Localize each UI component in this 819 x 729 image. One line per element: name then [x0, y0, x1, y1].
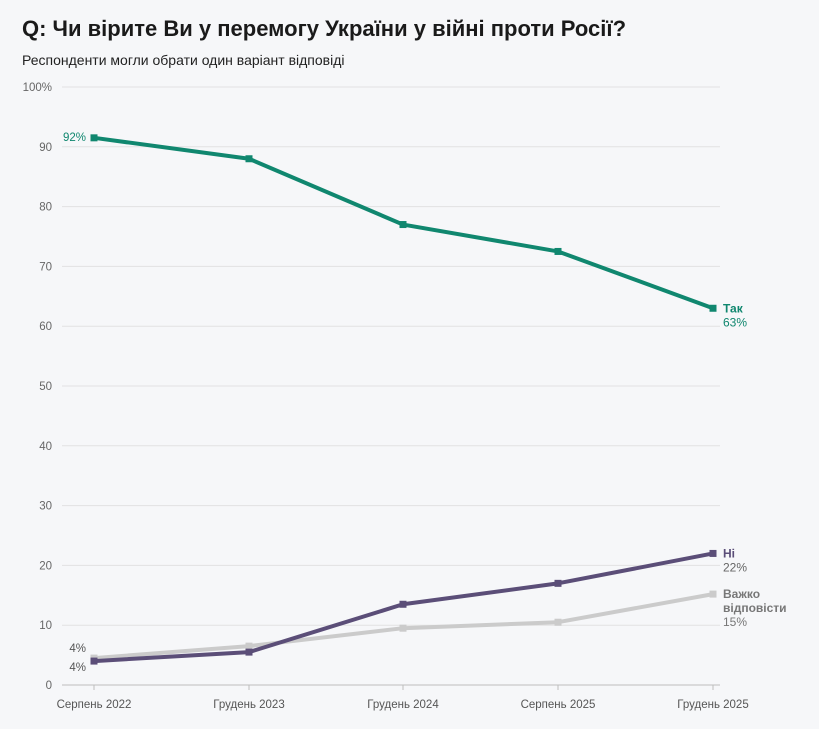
chart-subtitle: Респонденти могли обрати один варіант ві… — [22, 52, 345, 68]
data-point — [90, 134, 98, 142]
y-tick-label: 40 — [39, 441, 52, 453]
data-point — [399, 624, 407, 632]
data-point — [709, 590, 717, 598]
x-tick-label: Серпень 2022 — [57, 699, 132, 711]
start-label-ni: 4% — [69, 662, 86, 674]
x-tick-label: Грудень 2023 — [213, 699, 284, 711]
x-tick-label: Серпень 2025 — [521, 699, 596, 711]
start-label-tak: 92% — [63, 132, 86, 144]
start-label-vazhko: 4% — [69, 643, 86, 655]
y-tick-label: 70 — [39, 261, 52, 273]
end-value-ni: 22% — [723, 560, 747, 574]
end-label-tak: Так — [723, 301, 744, 315]
y-tick-label: 100% — [23, 82, 52, 94]
data-point — [399, 600, 407, 608]
data-point — [709, 304, 717, 312]
y-tick-label: 30 — [39, 501, 52, 513]
data-point — [245, 642, 253, 650]
data-point — [554, 579, 562, 587]
data-point — [399, 221, 407, 229]
end-value-tak: 63% — [723, 315, 747, 329]
x-tick-label: Грудень 2024 — [367, 699, 439, 711]
data-point — [709, 549, 717, 557]
chart-title: Q: Чи вірите Ви у перемогу України у вій… — [22, 16, 627, 41]
y-tick-label: 10 — [39, 620, 52, 632]
end-label-vazhko-line2: відповісти — [723, 601, 787, 615]
data-point — [245, 155, 253, 163]
y-tick-label: 50 — [39, 381, 52, 393]
data-point — [245, 648, 253, 656]
x-tick-label: Грудень 2025 — [677, 699, 748, 711]
y-tick-label: 0 — [46, 680, 52, 692]
y-tick-label: 80 — [39, 202, 52, 214]
data-point — [90, 657, 98, 665]
data-point — [554, 618, 562, 626]
y-tick-label: 90 — [39, 142, 52, 154]
end-label-vazhko-line1: Важко — [723, 587, 760, 601]
y-tick-label: 20 — [39, 560, 52, 572]
end-label-ni: Ні — [723, 546, 735, 560]
y-tick-label: 60 — [39, 321, 52, 333]
data-point — [554, 247, 562, 255]
end-value-vazhko: 15% — [723, 615, 747, 629]
